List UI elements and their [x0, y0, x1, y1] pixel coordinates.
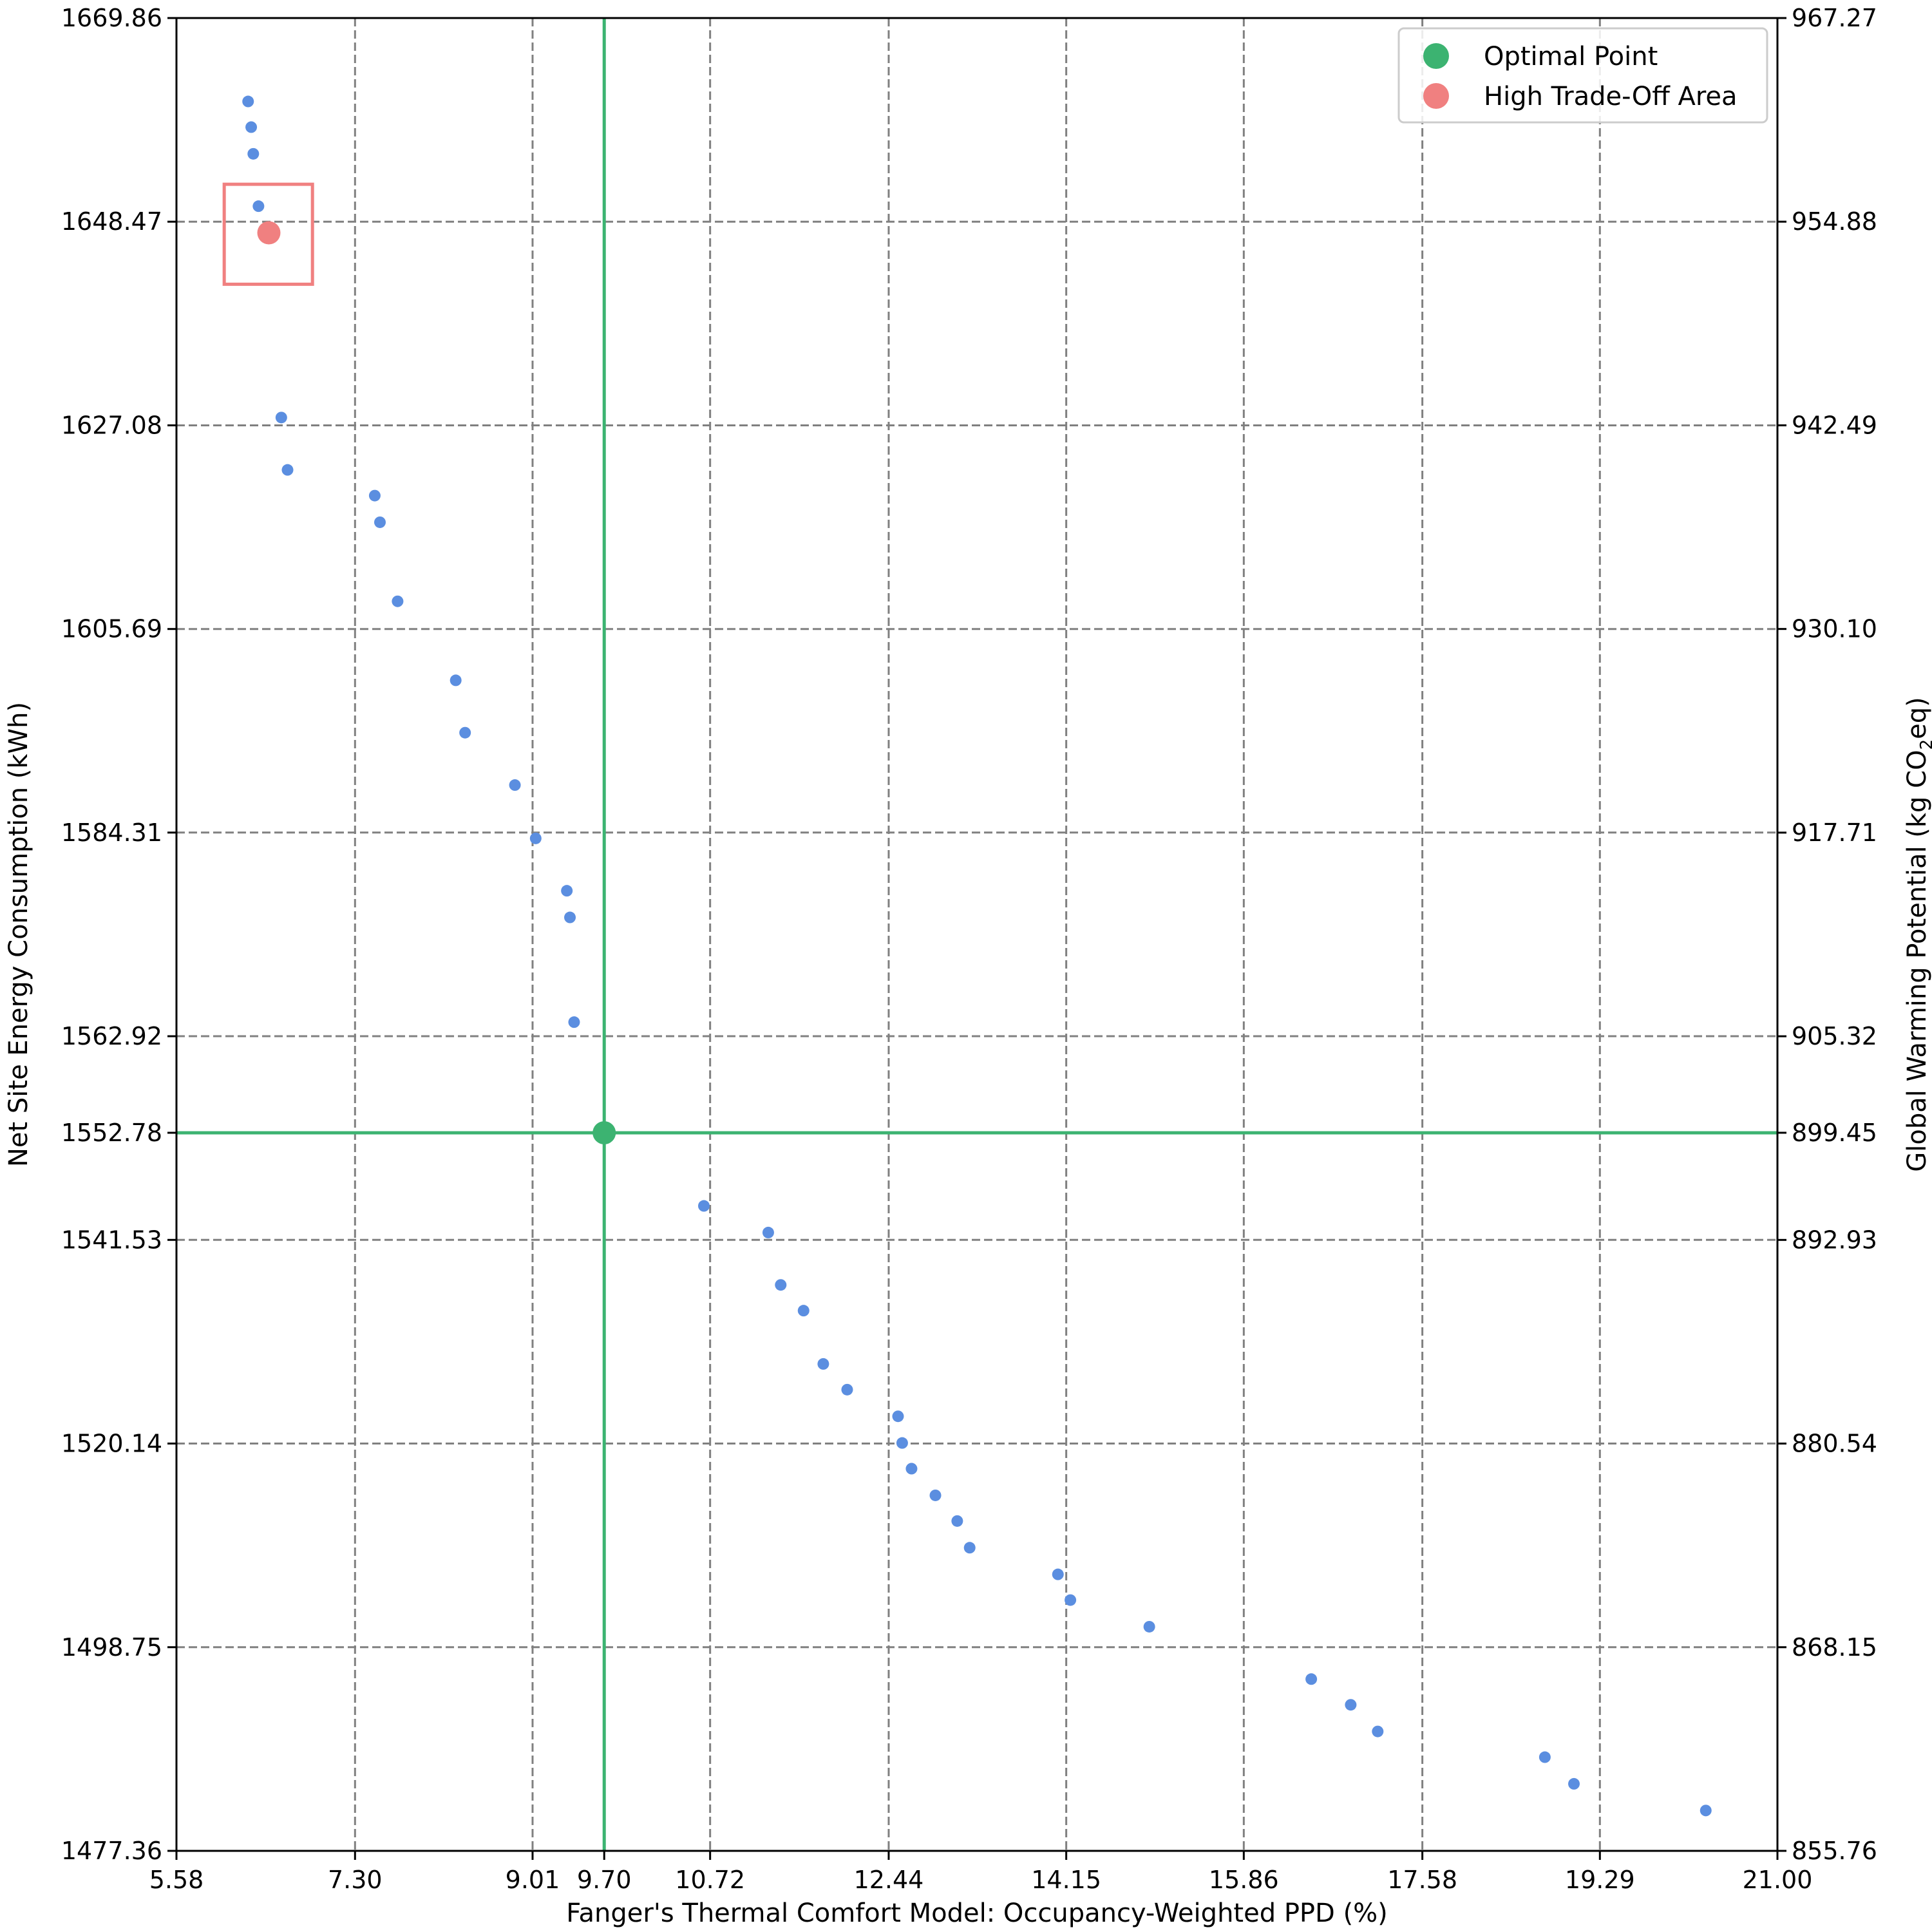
y-right-tick-label: 930.10 — [1792, 615, 1877, 643]
y-right-tick-label: 892.93 — [1792, 1226, 1877, 1254]
data-point — [564, 911, 576, 923]
y-left-tick-label: 1648.47 — [61, 207, 162, 236]
data-point — [963, 1542, 976, 1554]
y-left-tick-label: 1562.92 — [61, 1022, 162, 1050]
y-right-tick-label: 855.76 — [1792, 1837, 1877, 1865]
y-left-tick-label: 1477.36 — [61, 1837, 162, 1865]
x-tick-label: 15.86 — [1209, 1866, 1279, 1894]
data-point — [368, 489, 381, 502]
data-point — [896, 1437, 908, 1449]
data-point — [1539, 1751, 1551, 1763]
legend-tradeoff-marker — [1423, 83, 1449, 109]
data-point — [242, 95, 254, 108]
y-left-tick-label: 1605.69 — [61, 615, 162, 643]
data-point — [951, 1515, 963, 1527]
data-point — [1568, 1777, 1580, 1790]
y-right-tick-label: 954.88 — [1792, 207, 1877, 236]
data-point — [817, 1358, 829, 1370]
data-point — [929, 1489, 942, 1501]
data-point — [1065, 1594, 1077, 1606]
y-left-tick-label: 1541.53 — [61, 1226, 162, 1254]
y-right-tick-label: 942.49 — [1792, 411, 1877, 439]
x-tick-label: 7.30 — [328, 1866, 383, 1894]
x-tick-label: 17.58 — [1387, 1866, 1457, 1894]
y-left-tick-label: 1520.14 — [61, 1430, 162, 1458]
data-point — [561, 885, 573, 897]
legend-box — [1397, 27, 1768, 124]
y-left-tick-label: 1669.86 — [61, 4, 162, 32]
legend-label-tradeoff: High Trade-Off Area — [1484, 82, 1738, 111]
data-point — [459, 726, 471, 739]
data-point — [697, 1200, 710, 1212]
data-point — [1052, 1568, 1064, 1580]
x-tick-label: 14.15 — [1031, 1866, 1101, 1894]
y-left-tick-label: 1627.08 — [61, 411, 162, 439]
data-point — [1372, 1725, 1384, 1738]
data-point — [245, 121, 258, 133]
x-tick-label: 9.70 — [577, 1866, 632, 1894]
y-left-tick-label: 1552.78 — [61, 1119, 162, 1147]
x-tick-label: 21.00 — [1743, 1866, 1813, 1894]
data-point — [1143, 1620, 1155, 1633]
y-right-tick-label: 880.54 — [1792, 1430, 1877, 1458]
legend-optimal-marker — [1423, 43, 1449, 69]
data-point — [275, 412, 287, 424]
trade-off-point — [257, 221, 281, 245]
x-tick-label: 10.72 — [675, 1866, 745, 1894]
y-right-tick-label: 967.27 — [1792, 4, 1877, 32]
data-point — [775, 1279, 787, 1291]
tick-labels: 5.58 7.30 9.01 9.70 10.72 12.44 14.15 15.86 17.5… — [61, 4, 1877, 1894]
grid-lines — [176, 18, 1777, 1851]
x-tick-label: 19.29 — [1565, 1866, 1635, 1894]
x-tick-label: 9.01 — [506, 1866, 560, 1894]
legend: Optimal Point High Trade-Off Area — [1397, 27, 1768, 124]
x-tick-label: 12.44 — [854, 1866, 924, 1894]
data-point — [529, 832, 542, 844]
data-point — [841, 1383, 853, 1396]
y-right-tick-label: 917.71 — [1792, 819, 1877, 847]
data-point — [762, 1226, 774, 1238]
trade-off-area-box — [222, 182, 314, 286]
legend-label-optimal: Optimal Point — [1484, 42, 1658, 71]
data-point — [568, 1016, 580, 1028]
annotations — [176, 18, 1777, 1851]
data-points — [242, 95, 1712, 1817]
data-point — [1305, 1673, 1318, 1685]
y-left-tick-label: 1584.31 — [61, 819, 162, 847]
data-point — [797, 1305, 810, 1317]
data-point — [1345, 1699, 1357, 1711]
data-point — [392, 595, 404, 607]
x-axis-label: Fanger's Thermal Comfort Model: Occupanc… — [566, 1899, 1388, 1928]
y-left-tick-label: 1498.75 — [61, 1633, 162, 1662]
data-point — [905, 1463, 918, 1475]
data-point — [892, 1410, 904, 1423]
y-right-tick-label: 868.15 — [1792, 1633, 1877, 1662]
x-tick-label: 5.58 — [149, 1866, 204, 1894]
data-point — [1700, 1804, 1712, 1817]
y-right-tick-label: 905.32 — [1792, 1022, 1877, 1050]
data-point — [374, 516, 386, 528]
y-axis-label-left: Net Site Energy Consumption (kWh) — [4, 702, 33, 1167]
data-point — [252, 200, 265, 213]
data-point — [281, 464, 294, 476]
data-point — [450, 674, 462, 687]
data-point — [247, 147, 260, 160]
data-point — [509, 779, 521, 791]
y-right-tick-label: 899.45 — [1792, 1119, 1877, 1147]
optimal-point — [592, 1121, 616, 1144]
y-axis-label-right: Global Warming Potential (kg CO2eq) — [1902, 697, 1932, 1172]
plot-frame — [175, 17, 1779, 1852]
